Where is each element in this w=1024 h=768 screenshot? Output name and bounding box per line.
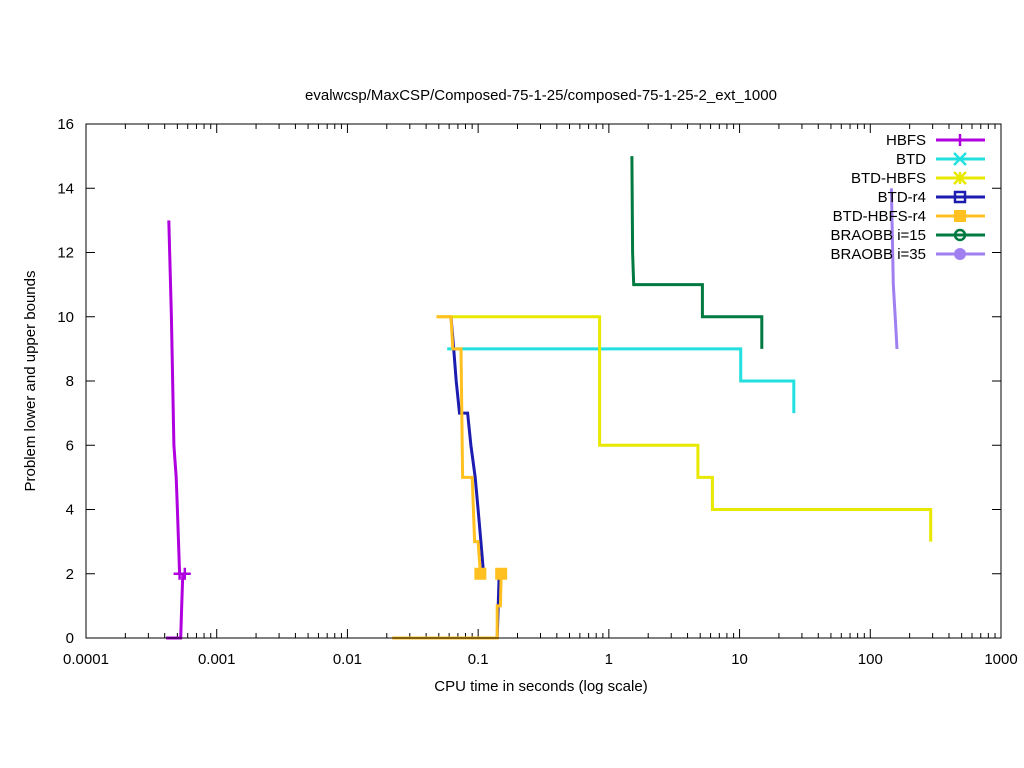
legend-item: BRAOBB i=15 — [831, 227, 985, 244]
series-5 — [630, 156, 764, 349]
chart-title: evalwcsp/MaxCSP/Composed-75-1-25/compose… — [305, 87, 777, 104]
x-tick-label: 1 — [605, 651, 613, 668]
legend: HBFS BTD BTD-HBFS BTD-r4 BTD-HBFS-r4 BRAOBB i… — [831, 132, 985, 263]
series-upper-bound-line — [167, 220, 182, 574]
series-upper-bound-line — [889, 188, 899, 349]
x-tick-label: 0.01 — [333, 651, 362, 668]
series-upper-bound-line — [630, 156, 764, 349]
data-marker — [474, 567, 487, 580]
series-upper-bound-line — [449, 316, 486, 574]
data-marker — [954, 210, 966, 222]
y-tick-label: 6 — [66, 437, 74, 454]
legend-label: BTD — [896, 151, 926, 168]
y-tick-label: 10 — [57, 309, 74, 326]
series-upper-bound-line — [447, 347, 796, 414]
data-marker — [953, 190, 967, 204]
y-tick-label: 4 — [66, 502, 74, 519]
series-2 — [436, 315, 933, 542]
series-1 — [447, 347, 796, 414]
x-tick-label: 10 — [731, 651, 748, 668]
legend-label: BTD-r4 — [878, 189, 926, 206]
series-6 — [889, 188, 899, 349]
series-upper-bound-line — [436, 315, 482, 574]
x-tick-label: 0.1 — [468, 651, 489, 668]
legend-item: HBFS — [886, 132, 985, 149]
y-tick-label: 12 — [57, 245, 74, 262]
data-marker — [495, 567, 508, 580]
y-tick-label: 14 — [57, 180, 74, 197]
legend-item: BRAOBB i=35 — [831, 246, 985, 263]
legend-label: BRAOBB i=15 — [831, 227, 926, 244]
legend-label: HBFS — [886, 132, 926, 149]
y-tick-label: 0 — [66, 630, 74, 647]
data-marker — [178, 567, 191, 580]
plot-frame — [85, 123, 1002, 639]
x-tick-label: 0.001 — [198, 651, 236, 668]
axis-ticks: 0.0001 0.001 0.01 0.1 1 10 100 1000 0 2 4 6 8 10 12 14 1… — [57, 116, 1017, 668]
legend-label: BRAOBB i=35 — [831, 246, 926, 263]
data-marker — [953, 228, 967, 242]
data-marker — [953, 152, 967, 166]
x-tick-label: 1000 — [984, 651, 1017, 668]
legend-item: BTD-HBFS-r4 — [833, 208, 985, 225]
y-tick-label: 2 — [66, 566, 74, 583]
x-tick-label: 0.0001 — [63, 651, 109, 668]
series-layer — [166, 156, 933, 640]
data-marker — [954, 134, 966, 146]
legend-item: BTD-HBFS — [851, 170, 985, 187]
legend-item: BTD — [896, 151, 985, 168]
y-tick-label: 16 — [57, 116, 74, 133]
data-marker — [953, 171, 967, 185]
legend-item: BTD-r4 — [878, 189, 985, 206]
data-marker — [954, 248, 966, 260]
y-tick-label: 8 — [66, 373, 74, 390]
legend-label: BTD-HBFS — [851, 170, 926, 187]
series-upper-bound-line — [436, 315, 933, 542]
y-axis-label: Problem lower and upper bounds — [22, 271, 39, 492]
legend-label: BTD-HBFS-r4 — [833, 208, 926, 225]
x-tick-label: 100 — [858, 651, 883, 668]
x-axis-label: CPU time in seconds (log scale) — [434, 678, 647, 695]
